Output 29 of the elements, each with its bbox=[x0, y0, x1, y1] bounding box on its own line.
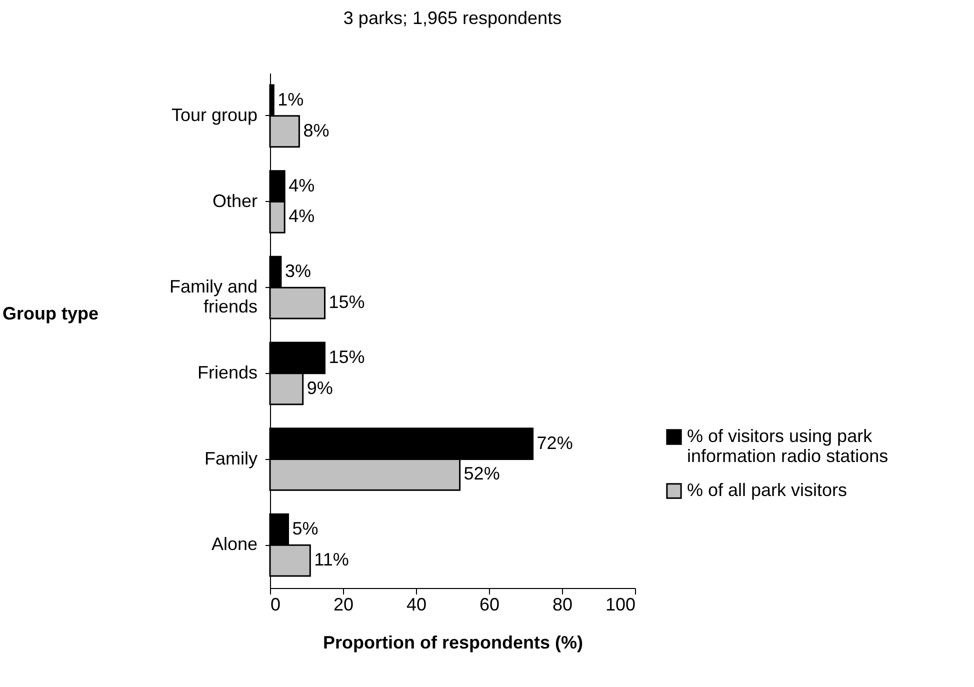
data-label: 9% bbox=[306, 378, 333, 398]
x-tick-label: 20 bbox=[333, 594, 354, 614]
y-tick-label: Tour group bbox=[171, 104, 258, 125]
data-label: 5% bbox=[292, 518, 318, 539]
data-label: 4% bbox=[288, 206, 315, 226]
x-tick-label: 0 bbox=[270, 594, 281, 614]
data-label: 11% bbox=[314, 550, 349, 570]
y-axis-title: Group type bbox=[2, 304, 99, 324]
chart-subtitle: 3 parks; 1,965 respondents bbox=[343, 8, 562, 28]
legend-label: % of all park visitors bbox=[687, 480, 848, 500]
x-axis-title: Proportion of respondents (%) bbox=[323, 632, 583, 652]
legend-label: % of visitors using park information radio stations bbox=[687, 426, 888, 466]
y-tick-label: Friends bbox=[197, 362, 258, 382]
data-label: 15% bbox=[328, 346, 365, 367]
y-tick-label: Family and friends bbox=[169, 276, 258, 317]
x-tick-label: 100 bbox=[605, 594, 636, 614]
data-label: 72% bbox=[536, 432, 573, 453]
y-tick-label: Alone bbox=[211, 534, 258, 554]
data-label: 15% bbox=[328, 292, 365, 312]
x-tick-label: 80 bbox=[552, 594, 573, 614]
data-label: 52% bbox=[464, 464, 500, 484]
data-label: 1% bbox=[278, 89, 304, 110]
y-tick-label: Other bbox=[212, 190, 258, 211]
x-tick-label: 60 bbox=[479, 594, 500, 614]
x-tick-label: 40 bbox=[406, 594, 427, 614]
data-label: 4% bbox=[288, 175, 315, 196]
y-tick-label: Family bbox=[204, 448, 258, 468]
data-label: 3% bbox=[284, 261, 311, 282]
data-label: 8% bbox=[303, 120, 330, 140]
